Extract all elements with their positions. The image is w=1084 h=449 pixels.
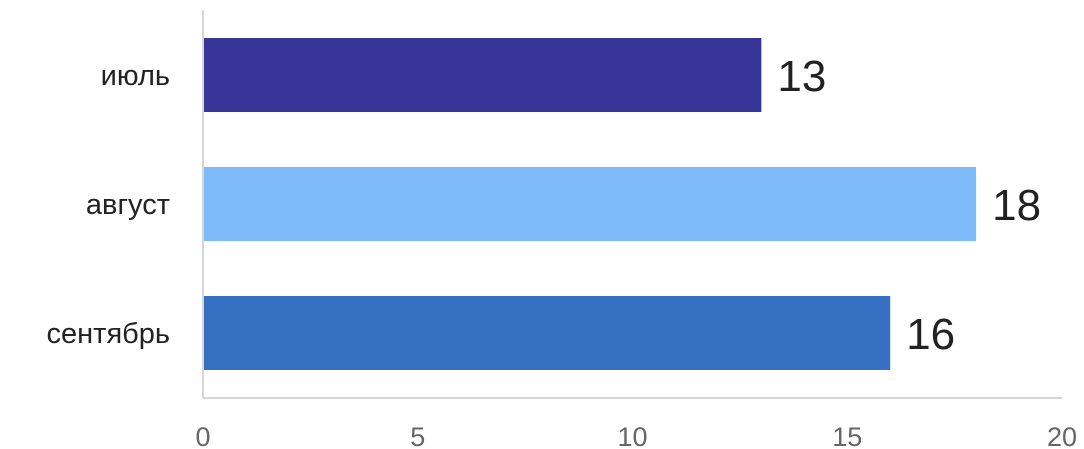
x-axis-ticks: 0 5 10 15 20 [195,422,1077,449]
x-tick-label-10: 10 [617,422,647,449]
bar-1 [204,38,762,112]
category-label-2: август [86,189,170,221]
x-tick-label-20: 20 [1047,422,1077,449]
data-label-1: 13 [777,52,826,101]
x-tick-label-0: 0 [195,422,210,449]
data-label-3: 16 [906,310,955,359]
x-tick-label-15: 15 [832,422,862,449]
bar-2 [204,167,977,241]
category-label-3: сентябрь [47,318,170,350]
x-tick-label-5: 5 [410,422,425,449]
data-label-2: 18 [992,181,1041,230]
bar-3 [204,296,891,370]
bars-layer: июль 13 август 18 сентябрь 16 [47,38,1041,370]
category-label-1: июль [101,60,170,92]
